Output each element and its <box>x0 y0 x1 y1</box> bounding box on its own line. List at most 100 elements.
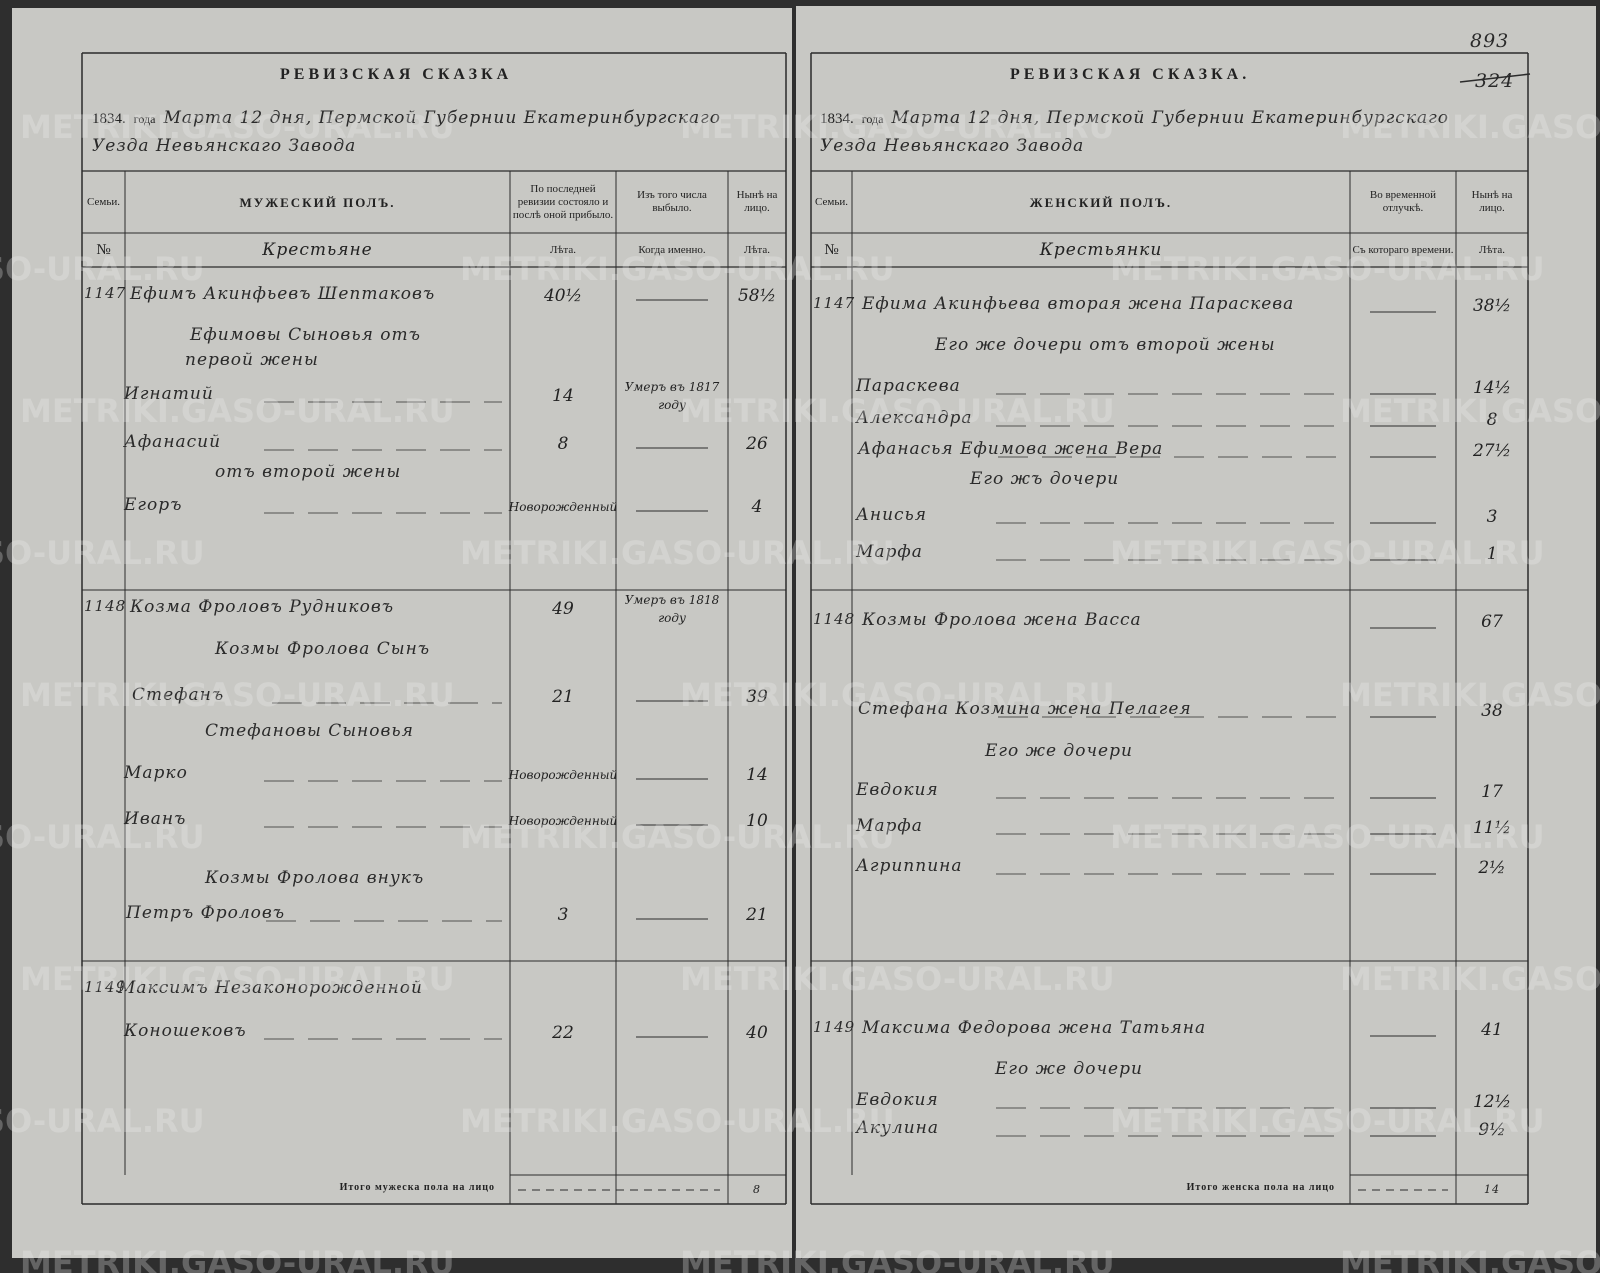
year: 1834. <box>92 111 126 127</box>
page-title: РЕВИЗСКАЯ СКАЗКА <box>280 66 513 83</box>
column-subheader: Лѣта. <box>549 243 576 256</box>
person-name: Стефанъ <box>132 685 225 705</box>
watermark: METRIKI.GASO-URAL.RU <box>20 392 455 430</box>
cell-age: 21 <box>552 687 574 707</box>
watermark: METRIKI.GASO-URAL.RU <box>460 250 895 288</box>
person-name: Петръ Фроловъ <box>126 903 286 923</box>
column-subheader: Когда именно. <box>638 243 706 256</box>
row-heading: Его же дочери <box>985 741 1133 761</box>
cell-age: 49 <box>552 599 574 619</box>
watermark: METRIKI.GASO-URAL.RU <box>0 250 205 288</box>
cell-now: 4 <box>751 497 763 517</box>
cell-age: 3 <box>557 905 569 925</box>
old-page-number: 324 <box>1475 70 1515 92</box>
watermark: METRIKI.GASO-URAL.RU <box>1110 1102 1545 1140</box>
column-header: Нынѣ на лицо. <box>1471 189 1513 214</box>
cell-now: 38½ <box>1472 296 1512 316</box>
person-name: Ефимъ Акинфьевъ Шептаковъ <box>130 284 436 304</box>
column-subheader: Крестьянки <box>1039 239 1163 260</box>
family-number: 1149 <box>84 978 127 996</box>
row-heading: Его же дочери отъ второй жены <box>935 335 1276 355</box>
watermark: METRIKI.GASO-URAL.RU <box>680 960 1115 998</box>
column-subheader: Съ котораго времени. <box>1352 243 1454 256</box>
date-text: Марта 12 дня, Пермской Губернии Екатерин… <box>163 108 721 128</box>
cell-now: 9½ <box>1478 1120 1506 1140</box>
person-name: Игнатий <box>124 384 214 404</box>
column-header: По последней ревизии состояло и послѣ он… <box>512 182 614 221</box>
cell-now: 17 <box>1481 782 1503 802</box>
cell-now: 21 <box>746 905 768 925</box>
watermark: METRIKI.GASO-URAL.RU <box>1340 960 1600 998</box>
cell-age: 22 <box>552 1023 574 1043</box>
person-name: Егоръ <box>124 495 183 515</box>
column-header: Нынѣ на лицо. <box>736 189 778 214</box>
left-page <box>12 8 792 1258</box>
column-header: Семьи. <box>815 195 848 208</box>
column-header: Семьи. <box>87 195 120 208</box>
year-word: года <box>861 112 884 126</box>
person-name: Анисья <box>856 505 928 525</box>
cell-now: 14½ <box>1472 378 1512 398</box>
date-line-2: Уезда Невьянскаго Завода <box>92 136 357 156</box>
cell-now: 41 <box>1481 1020 1503 1040</box>
person-name: Агриппина <box>856 856 963 876</box>
cell-age: 40½ <box>543 286 583 306</box>
watermark: METRIKI.GASO-URAL.RU <box>1340 108 1600 146</box>
watermark: METRIKI.GASO-URAL.RU <box>1340 392 1600 430</box>
family-number: 1149 <box>813 1018 856 1036</box>
column-subheader: Лѣта. <box>1478 243 1505 256</box>
person-name: Козма Фроловъ Рудниковъ <box>130 597 395 617</box>
watermark: METRIKI.GASO-URAL.RU <box>680 392 1115 430</box>
cell-now: 12½ <box>1472 1092 1512 1112</box>
row-heading: Его жъ дочери <box>970 469 1120 489</box>
watermark: METRIKI.GASO-URAL.RU <box>1110 534 1545 572</box>
cell-now: 38 <box>1481 701 1503 721</box>
watermark: METRIKI.GASO-URAL.RU <box>20 960 455 998</box>
year: 1834. <box>820 111 854 127</box>
year-word: года <box>133 112 156 126</box>
row-heading: Стефановы Сыновья <box>205 721 414 741</box>
cell-now: 26 <box>746 434 768 454</box>
cell-age: Новорожденный <box>508 500 618 514</box>
person-name: Ефима Акинфьева вторая жена Параскева <box>862 294 1295 314</box>
cell-age: 14 <box>552 386 574 406</box>
person-name: Александра <box>856 408 973 428</box>
watermark: METRIKI.GASO-URAL.RU <box>0 1102 205 1140</box>
cell-now: 27½ <box>1472 441 1512 461</box>
cell-now: 67 <box>1481 612 1503 632</box>
row-heading: первой жены <box>185 350 319 370</box>
page-title: РЕВИЗСКАЯ СКАЗКА. <box>1010 66 1251 83</box>
cell-now: 39 <box>746 687 768 707</box>
person-name: Евдокия <box>856 780 939 800</box>
watermark: METRIKI.GASO-URAL.RU <box>1110 818 1545 856</box>
person-name: Козмы Фролова жена Васса <box>862 610 1142 630</box>
watermark: METRIKI.GASO-URAL.RU <box>20 1244 455 1273</box>
cell-now: 2½ <box>1478 858 1506 878</box>
column-subheader: Крестьяне <box>262 239 373 260</box>
person-name: Акулина <box>856 1118 939 1138</box>
column-subheader: № <box>96 241 111 258</box>
row-heading: Козмы Фролова Сынъ <box>215 639 431 659</box>
cell-now: 3 <box>1486 507 1498 527</box>
column-subheader: Лѣта. <box>743 243 770 256</box>
cell-now: 10 <box>746 811 768 831</box>
total-label: Итого женска пола на лицо <box>1186 1182 1335 1193</box>
family-number: 1148 <box>813 610 856 628</box>
person-name: Коношековъ <box>124 1021 247 1041</box>
person-name: Параскева <box>856 376 961 396</box>
date-line: 1834. года Марта 12 дня, Пермской Губернии… <box>92 108 729 128</box>
family-number: 1147 <box>84 284 127 302</box>
total-value: 8 <box>753 1182 761 1196</box>
watermark: METRIKI.GASO-URAL.RU <box>0 818 205 856</box>
cell-now: 14 <box>746 765 768 785</box>
watermark: METRIKI.GASO-URAL.RU <box>20 108 455 146</box>
cell-when: Умеръ въ 1817 году <box>624 380 720 412</box>
cell-now: 40 <box>746 1023 768 1043</box>
right-page <box>796 6 1596 1258</box>
cell-age: Новорожденный <box>508 814 618 828</box>
cell-now: 1 <box>1486 544 1498 564</box>
row-heading: отъ второй жены <box>215 462 402 482</box>
row-heading: Козмы Фролова внукъ <box>205 868 425 888</box>
cell-age: 8 <box>557 434 569 454</box>
